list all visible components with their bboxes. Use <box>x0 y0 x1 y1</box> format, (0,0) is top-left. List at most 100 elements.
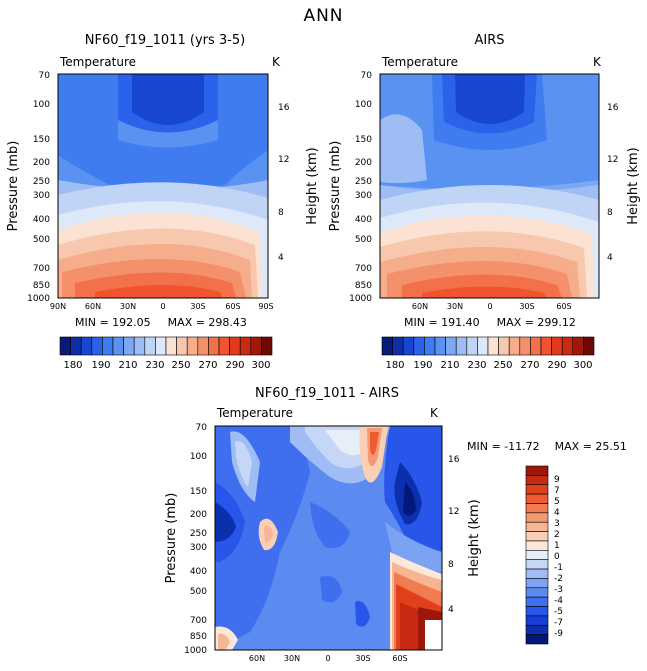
panel2-title: AIRS <box>474 33 505 48</box>
panel2-field <box>380 74 599 298</box>
panel2-ylabel: Pressure (mb) <box>328 141 343 232</box>
colorbar-label: 270 <box>520 360 539 371</box>
panel1-y2tick: 8 <box>278 208 284 218</box>
panel2-xtick: 60N <box>412 302 428 310</box>
colorbar-label: 290 <box>547 360 566 371</box>
colorbar-label: 0 <box>554 552 560 562</box>
panel3-ytick: 400 <box>190 567 207 577</box>
panel3-ytick: 100 <box>190 452 207 462</box>
colorbar-swatch <box>165 336 177 356</box>
panel1-xtick: 30S <box>190 302 205 310</box>
colorbar-label: 250 <box>171 360 190 371</box>
colorbar-panel2: 180 190 210 230 250 270 290 300 <box>381 336 595 371</box>
colorbar-swatch <box>261 336 273 356</box>
colorbar-swatch <box>525 606 549 617</box>
panel2-y2ticks: 16 12 8 4 <box>607 103 619 263</box>
colorbar-label: 190 <box>91 360 110 371</box>
figure-title: ANN <box>303 6 344 26</box>
colorbar-label: 300 <box>251 360 270 371</box>
colorbar-swatch <box>525 624 549 635</box>
colorbar-swatch <box>572 336 584 356</box>
colorbar-swatch <box>508 336 521 356</box>
panel1-ytick: 400 <box>33 215 50 225</box>
panel1-xtick: 30N <box>120 302 136 310</box>
panel2-chart: Temperature K Pressure (mb) Height (km) … <box>328 55 641 310</box>
colorbar-swatch <box>208 336 220 356</box>
colorbar-label: 2 <box>554 530 560 540</box>
colorbar-label: 300 <box>573 360 592 371</box>
colorbar-label: 7 <box>554 486 560 496</box>
colorbar-label: 210 <box>440 360 459 371</box>
colorbar-swatch <box>525 531 549 542</box>
panel2-y2tick: 16 <box>607 103 619 113</box>
colorbar-swatch <box>525 615 549 626</box>
panel3-ytick: 500 <box>190 587 207 597</box>
colorbar-swatch <box>551 336 563 356</box>
colorbar-panel3: 9 7 5 4 3 2 1 0 -1 -2 -3 -4 -5 -7 -9 <box>525 465 563 645</box>
colorbar-label: 3 <box>554 519 560 529</box>
panel3-y2label: Height (km) <box>467 499 482 576</box>
colorbar-swatch <box>525 568 549 579</box>
colorbar-swatch <box>133 336 146 356</box>
panel2-ytick: 250 <box>355 177 372 187</box>
panel2-min: MIN = 191.40 <box>404 316 480 329</box>
colorbar-swatch <box>525 578 549 589</box>
colorbar-swatch <box>525 550 549 560</box>
colorbar-panel1-labels: 180 190 210 230 250 270 290 300 <box>63 360 270 371</box>
colorbar-label: -5 <box>554 607 563 617</box>
colorbar-label: -2 <box>554 574 563 584</box>
panel3-left-label: Temperature <box>216 406 293 420</box>
panel3-y2tick: 12 <box>448 507 459 517</box>
panel1-min: MIN = 192.05 <box>75 316 151 329</box>
colorbar-swatch <box>525 559 549 570</box>
colorbar-swatch <box>381 336 393 356</box>
panel2-y2tick: 8 <box>607 208 613 218</box>
colorbar-panel1: 180 190 210 230 250 270 290 300 <box>59 336 273 371</box>
panel2-xtick: 30S <box>519 302 534 310</box>
colorbar-swatch <box>525 540 549 551</box>
panel2-ytick: 150 <box>355 135 372 145</box>
colorbar-swatch <box>91 336 103 356</box>
panel1-y2ticks: 16 12 8 4 <box>278 103 290 263</box>
colorbar-label: 180 <box>63 360 82 371</box>
panel2-y2tick: 4 <box>607 253 613 263</box>
colorbar-swatch <box>525 465 549 476</box>
colorbar-swatch <box>487 336 499 356</box>
panel2-y2tick: 12 <box>607 155 618 165</box>
panel1-ytick: 850 <box>33 281 50 291</box>
panel2-ytick: 400 <box>355 215 372 225</box>
colorbar-swatch <box>186 336 199 356</box>
colorbar-swatch <box>525 587 549 598</box>
colorbar-swatch <box>250 336 262 356</box>
colorbar-swatch <box>80 336 93 356</box>
panel3-ytick: 70 <box>196 423 208 433</box>
panel2-max: MAX = 299.12 <box>496 316 576 329</box>
colorbar-swatch <box>455 336 468 356</box>
colorbar-label: 210 <box>118 360 137 371</box>
colorbar-swatch <box>525 596 549 607</box>
colorbar-label: 9 <box>554 475 560 485</box>
colorbar-swatch <box>402 336 415 356</box>
panel3-xtick: 0 <box>325 654 330 663</box>
colorbar-panel3-labels: 9 7 5 4 3 2 1 0 -1 -2 -3 -4 -5 -7 -9 <box>554 475 563 639</box>
panel1-ytick: 200 <box>33 158 50 168</box>
panel3-xtick: 60S <box>392 654 407 663</box>
panel2-xtick: 60S <box>556 302 571 310</box>
panel1-xticks: 90N 60N 30N 0 30S 60S 90S <box>50 302 274 310</box>
panel2-ytick: 1000 <box>349 294 372 304</box>
panel3-y2tick: 4 <box>448 605 454 615</box>
panel3-ytick: 1000 <box>184 646 207 656</box>
panel3-field <box>215 426 442 650</box>
panel3-y2ticks: 16 12 8 4 <box>448 455 460 615</box>
panel1-yticks: 70 100 150 200 250 300 400 500 700 850 1… <box>27 71 50 304</box>
panel2-ytick: 100 <box>355 100 372 110</box>
panel1-right-label: K <box>272 55 281 69</box>
panel1-ytick: 700 <box>33 264 50 274</box>
colorbar-swatch <box>540 336 552 356</box>
panel2-left-label: Temperature <box>381 55 458 69</box>
panel2-ytick: 200 <box>355 158 372 168</box>
panel3-right-label: K <box>430 406 439 420</box>
colorbar-label: -4 <box>554 596 563 606</box>
panel3-yticks: 70 100 150 200 250 300 400 500 700 850 1… <box>184 423 207 656</box>
colorbar-label: 230 <box>145 360 164 371</box>
